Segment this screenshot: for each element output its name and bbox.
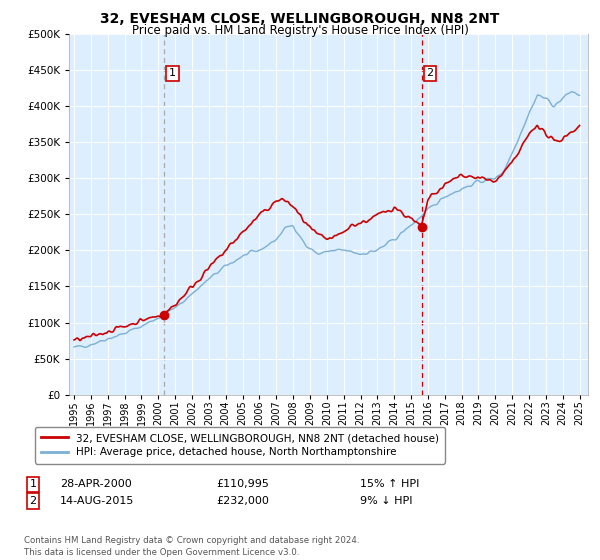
Text: £232,000: £232,000 bbox=[216, 496, 269, 506]
Text: 1: 1 bbox=[29, 479, 37, 489]
Text: £110,995: £110,995 bbox=[216, 479, 269, 489]
Text: 2: 2 bbox=[29, 496, 37, 506]
Text: Price paid vs. HM Land Registry's House Price Index (HPI): Price paid vs. HM Land Registry's House … bbox=[131, 24, 469, 36]
Legend: 32, EVESHAM CLOSE, WELLINGBOROUGH, NN8 2NT (detached house), HPI: Average price,: 32, EVESHAM CLOSE, WELLINGBOROUGH, NN8 2… bbox=[35, 427, 445, 464]
Text: Contains HM Land Registry data © Crown copyright and database right 2024.
This d: Contains HM Land Registry data © Crown c… bbox=[24, 536, 359, 557]
Text: 32, EVESHAM CLOSE, WELLINGBOROUGH, NN8 2NT: 32, EVESHAM CLOSE, WELLINGBOROUGH, NN8 2… bbox=[100, 12, 500, 26]
Text: 2: 2 bbox=[427, 68, 434, 78]
Text: 9% ↓ HPI: 9% ↓ HPI bbox=[360, 496, 413, 506]
Text: 1: 1 bbox=[169, 68, 176, 78]
Text: 28-APR-2000: 28-APR-2000 bbox=[60, 479, 132, 489]
Text: 14-AUG-2015: 14-AUG-2015 bbox=[60, 496, 134, 506]
Text: 15% ↑ HPI: 15% ↑ HPI bbox=[360, 479, 419, 489]
